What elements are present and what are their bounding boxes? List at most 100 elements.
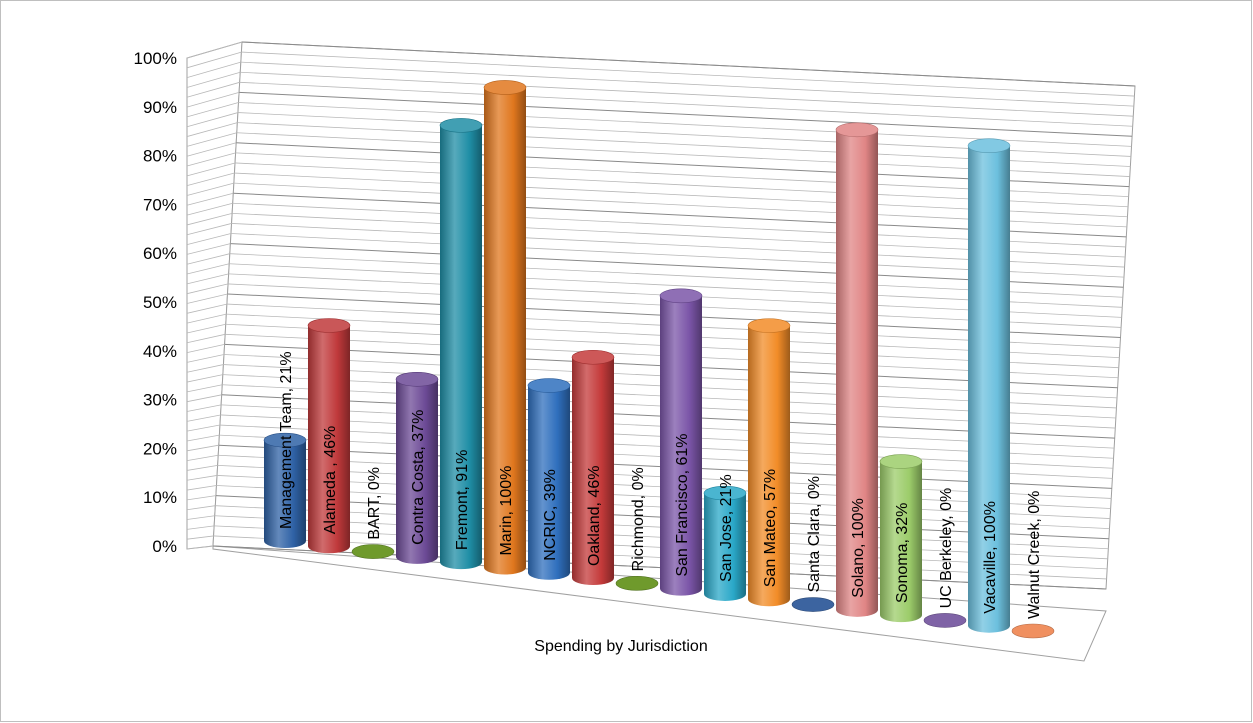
bar-solano: [835, 122, 879, 617]
minor-gridline: [240, 71, 1134, 117]
data-label: Solano, 100%: [850, 498, 867, 598]
bar-bart: [351, 544, 395, 559]
bar-marin: [483, 80, 527, 575]
side-gridline: [186, 51, 242, 69]
bar-ncric: [527, 378, 571, 580]
side-gridline: [186, 253, 230, 265]
side-gridline: [186, 122, 238, 137]
data-label: San Francisco, 61%: [674, 433, 691, 576]
bar-uc-berkeley: [923, 613, 967, 628]
bar-base-zero: [923, 613, 967, 628]
bar-body: [968, 145, 1010, 633]
data-label: Oakland, 46%: [586, 466, 603, 567]
side-gridline: [186, 505, 216, 511]
data-label: Management Team, 21%: [278, 351, 295, 529]
data-label: Sonoma, 32%: [894, 503, 911, 604]
y-axis-ticks: 0% 10% 20% 30% 40% 50% 60% 70% 80% 90% 100%: [134, 49, 177, 556]
side-gridline: [186, 102, 239, 118]
data-label: San Jose, 21%: [718, 474, 735, 582]
side-gridline: [186, 545, 214, 550]
bar-top: [703, 485, 747, 501]
side-gridline: [186, 41, 243, 59]
side-gridline: [186, 212, 233, 226]
side-gridline: [186, 223, 232, 236]
side-gridline: [186, 81, 240, 98]
side-gridline: [186, 263, 230, 275]
side-gridline: [186, 354, 225, 363]
y-tick-label: 80%: [143, 147, 177, 166]
side-gridline: [186, 233, 232, 245]
bar-san-francisco: [659, 288, 703, 596]
side-gridline: [186, 132, 237, 147]
y-tick-label: 70%: [143, 195, 177, 214]
side-gridline: [186, 273, 229, 285]
side-gridline: [186, 515, 215, 520]
bar-top: [747, 318, 791, 333]
y-tick-label: 0%: [152, 537, 177, 556]
minor-gridline: [239, 81, 1133, 127]
side-gridline: [186, 444, 219, 452]
bar-base-zero: [615, 576, 659, 591]
data-labels: Management Team, 21% Alameda , 46% BART, 0…: [278, 351, 1043, 619]
data-label: NCRIC, 39%: [542, 469, 559, 561]
bar-body: [836, 129, 878, 617]
side-gridline: [186, 162, 236, 177]
data-label: Richmond, 0%: [630, 467, 647, 571]
side-gridline: [186, 313, 227, 324]
side-gridline: [186, 464, 218, 471]
y-tick-label: 100%: [134, 49, 177, 68]
side-gridline: [186, 243, 231, 255]
major-gridline: [241, 41, 1136, 87]
side-gridline: [186, 495, 216, 501]
bar-top: [263, 432, 307, 448]
data-label: Fremont, 91%: [454, 450, 471, 550]
bar-richmond: [615, 576, 659, 591]
bar-top: [967, 138, 1011, 154]
data-label: Walnut Creek, 0%: [1026, 491, 1043, 619]
bar-body: [440, 125, 482, 570]
bar-body: [528, 385, 570, 580]
bar-base-zero: [1011, 623, 1055, 639]
y-tick-label: 90%: [143, 98, 177, 117]
bar-contra-costa: [395, 371, 439, 564]
bar-top: [659, 288, 703, 304]
data-label: BART, 0%: [366, 467, 383, 540]
bar-san-mateo: [747, 318, 791, 607]
y-tick-label: 30%: [143, 391, 177, 410]
side-gridline: [186, 475, 218, 481]
bar-body: [308, 325, 350, 554]
side-gridline: [186, 525, 215, 530]
side-gridline: [186, 333, 226, 344]
bar-vacaville: [967, 138, 1011, 633]
bar-body: [660, 295, 702, 596]
major-gridline: [239, 91, 1133, 137]
bar-top: [439, 118, 483, 133]
side-gridline: [186, 384, 223, 393]
side-gridline: [186, 485, 217, 491]
side-gridline: [186, 152, 236, 167]
bar-body: [264, 440, 306, 548]
y-tick-label: 10%: [143, 488, 177, 507]
bar-fremont: [439, 118, 483, 570]
bar-top: [527, 378, 571, 393]
bar-management-team: [263, 432, 307, 548]
data-label: Vacaville, 100%: [982, 501, 999, 614]
side-gridline: [186, 92, 240, 108]
bar-top: [307, 318, 351, 333]
side-gridline: [186, 303, 228, 314]
bar-top: [879, 454, 923, 469]
y-tick-label: 60%: [143, 244, 177, 263]
side-gridline: [186, 202, 233, 216]
bar-walnut-creek: [1011, 623, 1055, 639]
bar-body: [748, 325, 790, 607]
side-gridline: [186, 71, 241, 88]
y-tick-label: 50%: [143, 293, 177, 312]
side-gridline: [186, 283, 229, 295]
side-gridline: [186, 454, 219, 462]
bar-top: [483, 80, 527, 95]
side-gridline: [186, 61, 241, 79]
data-label: Marin, 100%: [498, 466, 515, 556]
bar-body: [484, 87, 526, 575]
side-gridline: [186, 293, 228, 304]
